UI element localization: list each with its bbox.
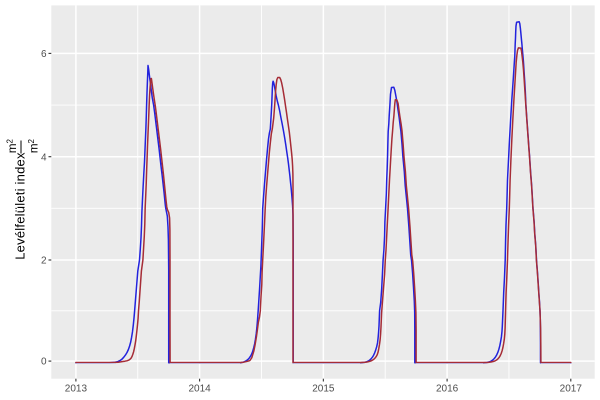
- svg-text:4: 4: [41, 152, 47, 163]
- svg-text:2015: 2015: [312, 383, 335, 394]
- svg-text:2017: 2017: [560, 383, 583, 394]
- svg-text:m2: m2: [27, 139, 41, 154]
- svg-text:m2: m2: [6, 139, 20, 154]
- svg-text:2014: 2014: [188, 383, 211, 394]
- svg-text:0: 0: [41, 357, 47, 368]
- svg-text:2016: 2016: [436, 383, 459, 394]
- svg-text:2013: 2013: [65, 383, 88, 394]
- svg-text:2: 2: [41, 256, 47, 267]
- svg-text:6: 6: [41, 49, 47, 60]
- svg-text:Levélfelületi index: Levélfelületi index: [13, 152, 28, 260]
